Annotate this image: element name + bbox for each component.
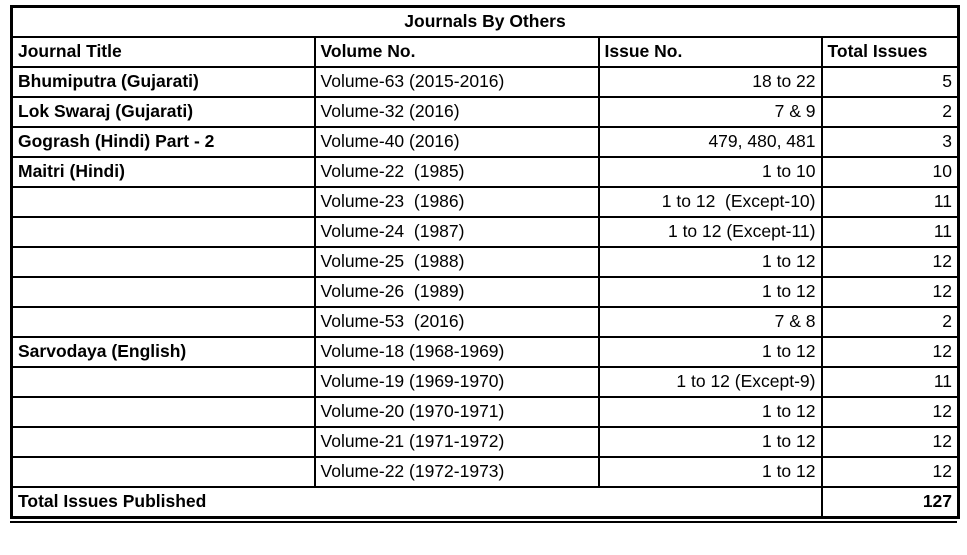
volume-cell: Volume-21 (1971-1972) <box>313 426 600 458</box>
header-total-issues: Total Issues <box>820 36 960 68</box>
journals-table: Journals By Others Journal Title Volume … <box>10 5 961 519</box>
volume-cell: Volume-18 (1968-1969) <box>313 336 600 368</box>
total-issues-cell: 12 <box>820 396 960 428</box>
total-issues-cell: 11 <box>820 216 960 248</box>
issue-cell: 1 to 12 <box>597 276 823 308</box>
issue-cell: 1 to 12 <box>597 396 823 428</box>
issue-cell: 1 to 12 (Except-11) <box>597 216 823 248</box>
issue-cell: 1 to 12 (Except-10) <box>597 186 823 218</box>
volume-cell: Volume-20 (1970-1971) <box>313 396 600 428</box>
header-volume-no: Volume No. <box>313 36 600 68</box>
volume-cell: Volume-19 (1969-1970) <box>313 366 600 398</box>
table-row: Maitri (Hindi) Volume-22 (1985) 1 to 10 … <box>10 156 960 188</box>
header-issue-no: Issue No. <box>597 36 823 68</box>
table-row: Volume-19 (1969-1970) 1 to 12 (Except-9)… <box>10 366 960 398</box>
total-issues-cell: 2 <box>820 96 960 128</box>
table-row: Volume-22 (1972-1973) 1 to 12 12 <box>10 456 960 488</box>
total-issues-cell: 12 <box>820 456 960 488</box>
journal-title-cell <box>10 276 316 308</box>
table-row: Volume-21 (1971-1972) 1 to 12 12 <box>10 426 960 458</box>
total-issues-cell: 2 <box>820 306 960 338</box>
table-row: Sarvodaya (English) Volume-18 (1968-1969… <box>10 336 960 368</box>
column-header-row: Journal Title Volume No. Issue No. Total… <box>10 36 960 68</box>
total-issues-cell: 12 <box>820 246 960 278</box>
journal-title-cell <box>10 396 316 428</box>
issue-cell: 1 to 10 <box>597 156 823 188</box>
total-issues-cell: 11 <box>820 186 960 218</box>
table-row: Volume-24 (1987) 1 to 12 (Except-11) 11 <box>10 216 960 248</box>
journal-title-cell: Gogrash (Hindi) Part - 2 <box>10 126 316 158</box>
journal-title-cell <box>10 306 316 338</box>
issue-cell: 7 & 9 <box>597 96 823 128</box>
volume-cell: Volume-53 (2016) <box>313 306 600 338</box>
issue-cell: 479, 480, 481 <box>597 126 823 158</box>
table-row: Volume-20 (1970-1971) 1 to 12 12 <box>10 396 960 428</box>
issue-cell: 1 to 12 <box>597 456 823 488</box>
total-row: Total Issues Published 127 <box>10 486 960 519</box>
total-issues-cell: 12 <box>820 336 960 368</box>
table-row: Volume-23 (1986) 1 to 12 (Except-10) 11 <box>10 186 960 218</box>
total-issues-published-label: Total Issues Published <box>10 486 823 519</box>
volume-cell: Volume-24 (1987) <box>313 216 600 248</box>
volume-cell: Volume-22 (1985) <box>313 156 600 188</box>
volume-cell: Volume-32 (2016) <box>313 96 600 128</box>
journal-title-cell <box>10 246 316 278</box>
volume-cell: Volume-25 (1988) <box>313 246 600 278</box>
table-row: Bhumiputra (Gujarati) Volume-63 (2015-20… <box>10 66 960 98</box>
volume-cell: Volume-40 (2016) <box>313 126 600 158</box>
journal-title-cell <box>10 216 316 248</box>
volume-cell: Volume-22 (1972-1973) <box>313 456 600 488</box>
journal-title-cell <box>10 366 316 398</box>
journal-title-cell: Sarvodaya (English) <box>10 336 316 368</box>
header-journal-title: Journal Title <box>10 36 316 68</box>
journal-title-cell: Maitri (Hindi) <box>10 156 316 188</box>
journals-table-wrapper: Journals By Others Journal Title Volume … <box>10 5 961 523</box>
grand-total-value: 127 <box>820 486 960 519</box>
issue-cell: 1 to 12 <box>597 246 823 278</box>
total-issues-cell: 11 <box>820 366 960 398</box>
table-title-row: Journals By Others <box>10 5 960 38</box>
issue-cell: 1 to 12 <box>597 426 823 458</box>
issue-cell: 18 to 22 <box>597 66 823 98</box>
table-row: Volume-25 (1988) 1 to 12 12 <box>10 246 960 278</box>
total-issues-cell: 10 <box>820 156 960 188</box>
table-row: Gogrash (Hindi) Part - 2 Volume-40 (2016… <box>10 126 960 158</box>
issue-cell: 1 to 12 <box>597 336 823 368</box>
table-row: Lok Swaraj (Gujarati) Volume-32 (2016) 7… <box>10 96 960 128</box>
journal-title-cell <box>10 426 316 458</box>
issue-cell: 7 & 8 <box>597 306 823 338</box>
volume-cell: Volume-63 (2015-2016) <box>313 66 600 98</box>
total-issues-cell: 3 <box>820 126 960 158</box>
table-row: Volume-53 (2016) 7 & 8 2 <box>10 306 960 338</box>
total-issues-cell: 12 <box>820 276 960 308</box>
journal-title-cell <box>10 186 316 218</box>
journal-title-cell: Lok Swaraj (Gujarati) <box>10 96 316 128</box>
volume-cell: Volume-23 (1986) <box>313 186 600 218</box>
journal-title-cell: Bhumiputra (Gujarati) <box>10 66 316 98</box>
table-title: Journals By Others <box>10 5 960 38</box>
journal-title-cell <box>10 456 316 488</box>
issue-cell: 1 to 12 (Except-9) <box>597 366 823 398</box>
table-row: Volume-26 (1989) 1 to 12 12 <box>10 276 960 308</box>
volume-cell: Volume-26 (1989) <box>313 276 600 308</box>
total-issues-cell: 12 <box>820 426 960 458</box>
total-issues-cell: 5 <box>820 66 960 98</box>
